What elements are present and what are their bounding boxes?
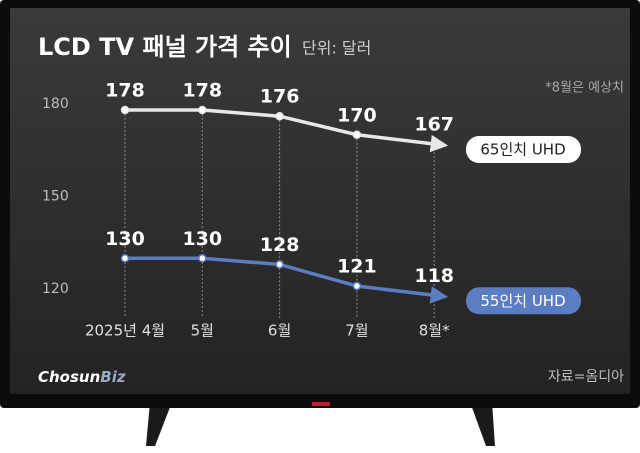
data-label: 130	[182, 228, 222, 250]
data-label: 170	[337, 104, 377, 126]
logo-main: Chosun	[38, 368, 100, 386]
x-tick-label: 8월*	[419, 322, 450, 340]
y-tick-label: 150	[42, 189, 69, 205]
data-label: 178	[182, 80, 222, 102]
data-point	[352, 130, 362, 139]
logo: ChosunBiz	[38, 368, 126, 386]
data-label: 176	[260, 86, 300, 108]
legend-box	[466, 287, 581, 315]
stand-right	[470, 402, 495, 446]
note: *8월은 예상치	[545, 81, 624, 96]
data-point	[275, 260, 284, 269]
data-point	[352, 281, 362, 291]
data-point	[120, 105, 130, 115]
chart-title: LCD TV 패널 가격 추이	[38, 33, 292, 61]
data-point	[275, 111, 284, 121]
data-label: 178	[105, 80, 145, 102]
stand-left	[146, 402, 172, 446]
logo-accent: Biz	[100, 368, 126, 386]
data-point	[120, 254, 130, 263]
data-label: 128	[260, 234, 300, 256]
data-label: 130	[105, 228, 145, 250]
data-point	[198, 254, 207, 263]
y-tick-label: 180	[42, 96, 69, 112]
screen	[10, 8, 630, 394]
x-tick-label: 7월	[345, 322, 368, 340]
x-tick-label: 5월	[191, 322, 214, 340]
data-label: 121	[337, 256, 377, 278]
power-led	[312, 402, 330, 406]
x-tick-label: 6월	[268, 322, 291, 340]
y-tick-label: 120	[42, 281, 69, 297]
data-label: 118	[414, 265, 454, 287]
x-tick-label: 2025년 4월	[85, 322, 165, 340]
data-label: 167	[414, 114, 454, 136]
legend-label: 55인치 UHD	[480, 292, 565, 310]
chart-subtitle: 단위: 달러	[302, 39, 371, 58]
data-point	[198, 105, 207, 115]
legend-label: 65인치 UHD	[480, 141, 565, 159]
legend-box	[466, 136, 581, 164]
source: 자료=옴디아	[548, 369, 624, 385]
